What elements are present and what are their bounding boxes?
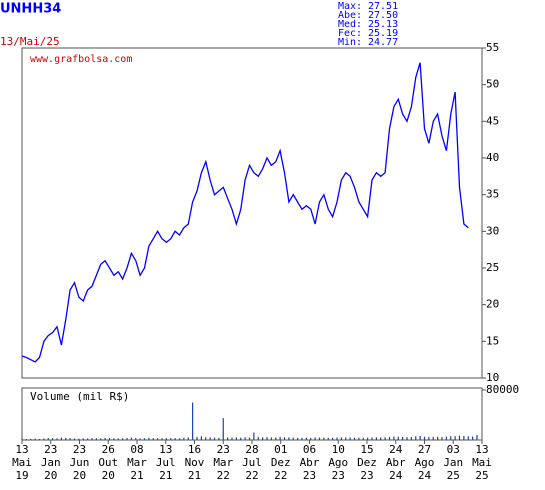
volume-panel (21, 387, 483, 441)
stat-label: Abe: (338, 10, 362, 21)
x-tick-label: 23 (217, 443, 230, 456)
x-tick-label: 23 (303, 469, 316, 482)
x-tick-label: 23 (73, 443, 86, 456)
x-tick-label: 23 (44, 443, 57, 456)
x-tick-label: Nov (185, 456, 205, 469)
x-tick-label: 21 (188, 469, 201, 482)
stat-label: Fec: (338, 28, 362, 39)
x-tick-label: Jan (443, 456, 463, 469)
watermark: www.grafbolsa.com (30, 54, 132, 65)
x-tick-label: 03 (447, 443, 460, 456)
y-tick-label: 15 (486, 334, 499, 347)
x-tick-label: 16 (188, 443, 201, 456)
volume-label: Volume (mil R$) (30, 390, 129, 403)
x-tick-label: 25 (447, 469, 460, 482)
x-tick-label: 28 (245, 443, 258, 456)
x-tick-label: Dez (271, 456, 291, 469)
x-tick-label: 19 (15, 469, 28, 482)
x-tick-label: 13 (475, 443, 488, 456)
x-tick-label: Out (98, 456, 118, 469)
y-tick-label: 10 (486, 371, 499, 384)
ticker: UNHH34 (0, 2, 61, 17)
stat-value: 25.13 (368, 19, 398, 30)
x-tick-label: Jul (242, 456, 262, 469)
stat-value: 27.50 (368, 10, 398, 21)
x-tick-label: Ago (415, 456, 435, 469)
x-tick-label: 22 (245, 469, 258, 482)
x-tick-label: 13 (159, 443, 172, 456)
x-tick-label: Mai (12, 456, 32, 469)
stat-label: Min: (338, 37, 362, 48)
x-tick-label: 26 (102, 443, 115, 456)
x-tick-label: 22 (274, 469, 287, 482)
x-tick-label: 10 (332, 443, 345, 456)
stat-value: 27.51 (368, 1, 398, 12)
y-tick-label: 35 (486, 188, 499, 201)
x-tick-label: 23 (332, 469, 345, 482)
x-tick-label: 21 (159, 469, 172, 482)
x-tick-label: Mai (472, 456, 492, 469)
x-tick-label: Mar (127, 456, 147, 469)
y-tick-label: 25 (486, 261, 499, 274)
x-tick-label: 27 (418, 443, 431, 456)
x-tick-label: 24 (389, 443, 403, 456)
x-tick-label: 13 (15, 443, 28, 456)
x-tick-label: Jul (156, 456, 176, 469)
x-tick-label: 15 (360, 443, 373, 456)
y-tick-label: 30 (486, 224, 499, 237)
y-tick-label: 40 (486, 151, 499, 164)
x-tick-label: 24 (418, 469, 432, 482)
x-tick-label: Abr (300, 456, 320, 469)
x-tick-label: 06 (303, 443, 316, 456)
y-tick-label: 20 (486, 298, 499, 311)
date: 13/Mai/25 (0, 35, 60, 48)
x-tick-label: Jan (41, 456, 61, 469)
x-tick-label: 20 (44, 469, 57, 482)
x-tick-label: 23 (360, 469, 373, 482)
y-tick-label: 80000 (486, 383, 519, 396)
stat-value: 25.19 (368, 28, 398, 39)
x-tick-label: Mar (213, 456, 233, 469)
x-tick-label: 01 (274, 443, 287, 456)
y-tick-label: 45 (486, 114, 499, 127)
price-panel (21, 47, 483, 379)
x-tick-label: 25 (475, 469, 488, 482)
y-tick-label: 55 (486, 41, 499, 54)
x-tick-label: 20 (102, 469, 115, 482)
stat-label: Max: (338, 1, 362, 12)
x-tick-label: Jun (70, 456, 90, 469)
x-tick-label: 08 (130, 443, 143, 456)
stat-value: 24.77 (368, 37, 398, 48)
x-tick-label: 24 (389, 469, 403, 482)
x-tick-label: Dez (357, 456, 377, 469)
stat-label: Med: (338, 19, 362, 30)
x-tick-label: Ago (328, 456, 348, 469)
x-tick-label: 21 (130, 469, 143, 482)
x-tick-label: 20 (73, 469, 86, 482)
x-tick-label: 22 (217, 469, 230, 482)
y-tick-label: 50 (486, 78, 499, 91)
x-tick-label: Abr (386, 456, 406, 469)
